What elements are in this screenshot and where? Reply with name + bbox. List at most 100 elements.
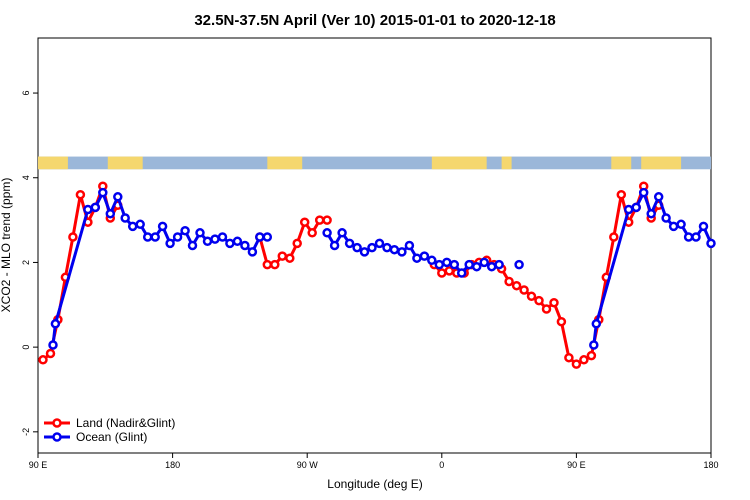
y-axis-label: XCO2 - MLO trend (ppm) — [0, 178, 13, 313]
strip-land-4 — [501, 156, 512, 170]
series-1-point-45 — [456, 268, 467, 278]
series-0-point-31 — [504, 276, 514, 287]
series-layer — [38, 181, 716, 369]
series-0-point-41 — [579, 355, 589, 365]
chart-title: 32.5N-37.5N April (Ver 10) 2015-01-01 to… — [194, 12, 555, 29]
series-1-point-31 — [352, 242, 362, 253]
y-axis: -2 0 2 4 6 — [21, 91, 38, 436]
strip-land-5 — [611, 156, 632, 170]
series-0-point-35 — [534, 295, 544, 306]
legend-ocean-label: Ocean (Glint) — [76, 430, 147, 444]
series-0-point-20 — [322, 215, 332, 225]
series-1-point-7 — [120, 213, 130, 223]
legend: Land (Nadir&Glint) Ocean (Glint) — [44, 416, 175, 444]
series-1-point-26 — [262, 232, 273, 242]
series-1-point-5 — [105, 208, 116, 219]
series-0-point-5 — [75, 189, 86, 200]
series-1-point-59 — [661, 213, 671, 223]
series-1-point-35 — [382, 242, 392, 253]
x-tick-label-0: 90 E — [29, 460, 48, 470]
series-0-point-22 — [437, 268, 447, 278]
series-0 — [38, 181, 664, 369]
series-1-point-60 — [668, 221, 679, 232]
series-1-point-29 — [337, 228, 347, 238]
series-1-point-6 — [113, 192, 123, 202]
series-1-point-42 — [434, 259, 445, 270]
series-1-point-61 — [676, 219, 686, 230]
series-1-point-33 — [367, 242, 377, 253]
series-0-point-42 — [586, 350, 597, 361]
series-1-point-11 — [150, 232, 160, 242]
strip-land-1 — [107, 156, 143, 170]
series-1-point-49 — [486, 261, 497, 272]
series-0-point-33 — [519, 285, 529, 295]
series-0-point-12 — [262, 259, 273, 270]
x-tick-label-2: 90 W — [297, 460, 319, 470]
x-tick-label-1: 180 — [165, 460, 180, 470]
series-0-point-13 — [270, 259, 280, 270]
series-0-point-14 — [277, 251, 288, 261]
series-1-point-58 — [653, 192, 664, 202]
y-tick-label-3: 4 — [21, 175, 31, 180]
series-1-point-37 — [397, 247, 407, 257]
y-tick-label-2: 2 — [21, 260, 31, 265]
y-tick-label-0: -2 — [21, 428, 31, 436]
series-1-point-41 — [427, 255, 437, 266]
series-0-point-34 — [526, 291, 537, 302]
series-0-point-4 — [68, 232, 78, 242]
series-1-point-52 — [589, 340, 599, 350]
series-1-point-38 — [404, 240, 415, 251]
series-1-point-18 — [202, 236, 213, 247]
series-1-point-44 — [449, 259, 460, 270]
land-ocean-strip — [38, 156, 711, 170]
series-1-point-50 — [494, 259, 504, 270]
x-axis-label: Longitude (deg E) — [327, 477, 422, 491]
series-1-point-15 — [180, 225, 190, 236]
series-0-point-15 — [285, 253, 295, 263]
series-1 — [48, 187, 716, 350]
series-1-point-40 — [419, 251, 430, 261]
series-1-point-65 — [706, 238, 716, 249]
series-1-point-30 — [344, 238, 355, 249]
series-1-point-24 — [247, 247, 258, 257]
series-1-point-57 — [646, 208, 656, 219]
series-1-point-14 — [172, 232, 183, 242]
strip-land-2 — [267, 156, 303, 170]
series-1-point-3 — [90, 202, 101, 213]
series-0-point-38 — [556, 316, 567, 327]
series-1-point-25 — [255, 232, 265, 242]
series-1-point-43 — [442, 257, 452, 268]
series-1-point-32 — [359, 247, 370, 257]
series-0-point-1 — [45, 348, 56, 359]
series-1-point-63 — [691, 232, 701, 242]
series-1-point-1 — [50, 319, 61, 329]
series-0-point-45 — [609, 232, 619, 242]
legend-land-label: Land (Nadir&Glint) — [76, 416, 175, 430]
x-tick-label-5: 180 — [703, 460, 718, 470]
strip-ocean — [38, 156, 711, 170]
series-1-point-16 — [187, 240, 198, 251]
x-tick-label-4: 90 E — [567, 460, 586, 470]
legend-ocean-marker — [52, 432, 62, 442]
series-1-point-62 — [683, 232, 694, 242]
series-0-point-37 — [549, 297, 559, 308]
series-1-point-47 — [471, 261, 482, 272]
series-1-point-22 — [232, 236, 243, 247]
x-axis: 90 E 180 90 W 0 90 E 180 — [29, 453, 719, 470]
series-1-point-27 — [322, 228, 332, 238]
series-1-line-0 — [51, 191, 268, 346]
series-0-point-17 — [299, 217, 310, 227]
series-1-point-13 — [165, 238, 175, 249]
series-1-point-20 — [217, 232, 228, 242]
strip-land-0 — [38, 156, 68, 170]
series-1-point-54 — [623, 204, 634, 215]
series-1-point-34 — [374, 238, 385, 249]
series-0-point-39 — [564, 352, 574, 363]
series-1-point-9 — [135, 219, 145, 230]
series-1-point-21 — [225, 238, 235, 249]
strip-land-3 — [431, 156, 487, 170]
series-1-point-55 — [631, 202, 641, 213]
series-0-point-32 — [511, 280, 522, 291]
series-0-point-40 — [571, 359, 582, 369]
series-1-point-28 — [329, 240, 340, 251]
